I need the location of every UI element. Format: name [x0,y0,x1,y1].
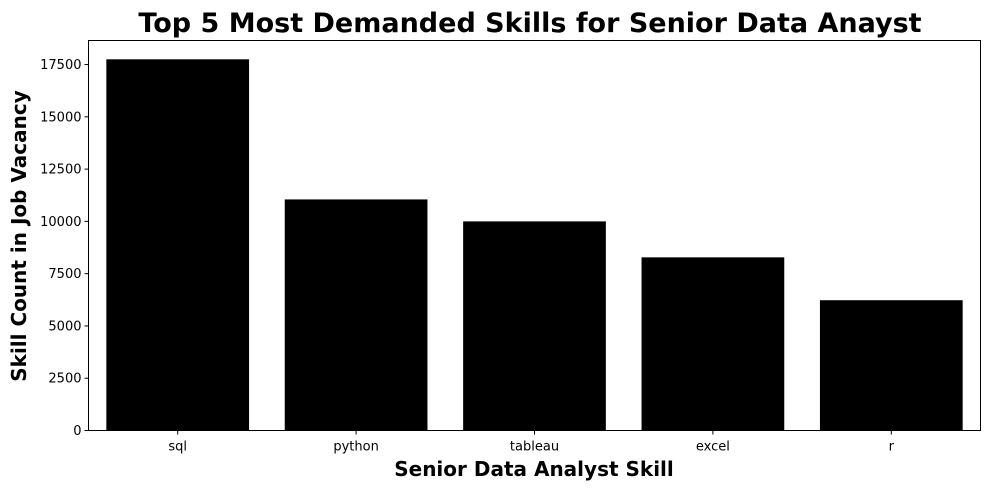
y-tick-label: 7500 [48,267,81,282]
y-axis-ticks: 0 2500 5000 7500 10000 12500 15000 17500 [40,58,89,439]
bar-tableau [463,221,606,431]
y-tick-label: 5000 [48,319,81,334]
x-tick-label-r: r [889,440,895,455]
bar-python [284,199,428,431]
x-tick-label-tableau: tableau [510,440,559,455]
bar-excel [641,257,785,431]
y-tick-label: 0 [73,424,81,439]
y-tick-label: 2500 [48,372,81,387]
bars-layer [106,59,963,431]
x-axis-ticks: sql python tableau excel r [168,430,895,455]
chart-title: Top 5 Most Demanded Skills for Senior Da… [138,8,921,39]
bar-sql [106,59,250,431]
y-tick-label: 15000 [40,110,81,125]
y-tick-label: 17500 [40,58,81,73]
x-axis-label: Senior Data Analyst Skill [394,457,674,481]
y-tick-label: 12500 [40,163,81,178]
bar-r [819,300,963,431]
y-axis-label: Skill Count in Job Vacancy [7,90,31,382]
x-tick-label-excel: excel [696,440,730,455]
x-tick-label-sql: sql [168,440,187,455]
x-tick-label-python: python [333,440,378,455]
y-tick-label: 10000 [40,215,81,230]
